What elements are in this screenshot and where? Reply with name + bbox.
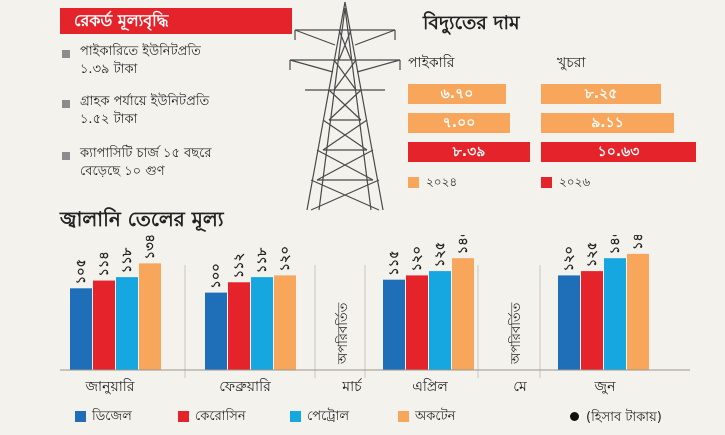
fuel-bar <box>452 258 474 370</box>
month-label: জুন <box>594 379 617 395</box>
fuel-bar <box>383 279 405 370</box>
fuel-bar <box>70 288 92 370</box>
legend-label-petrol: পেট্রোল <box>307 409 350 424</box>
legend-swatch-diesel <box>75 411 86 422</box>
record-price-banner: রেকর্ড মূল্যবৃদ্ধি <box>60 8 292 34</box>
fact-3-line-2: বেড়েছে ১০ গুণ <box>80 164 165 179</box>
fuel-bar-value-label: ১০৫ <box>74 259 89 284</box>
month-label: ফেব্রুয়ারি <box>219 378 271 395</box>
unchanged-label: অপরিবর্তিত <box>335 302 351 365</box>
fuel-bar-value-label: ১৩৪ <box>143 235 158 259</box>
unit-note: (হিসাব টাকায়) <box>586 410 662 425</box>
fuel-price-chart: ১০৫ ১১৪ ১১৮ ১৩৪ জানুয়ারি ১০০ ১১২ ১১৮ ১২০ ফেব্রুয… <box>60 235 690 395</box>
note-dot <box>570 412 579 421</box>
fact-bullet <box>62 100 70 108</box>
legend-2026-label: ২০২৬ <box>559 175 591 189</box>
electricity-bar: ৮.২৫ <box>541 84 661 104</box>
fuel-bar <box>228 282 250 370</box>
fact-2-line-2: ১.৫২ টাকা <box>80 112 138 127</box>
fuel-bar-value-label: ১২৫ <box>433 242 448 267</box>
fuel-bar-value-label: ১১৮ <box>255 247 270 273</box>
month-label: এপ্রিল <box>412 378 448 395</box>
legend-label-octane: অকটেন <box>415 409 456 424</box>
unchanged-label: অপরিবর্তিত <box>508 302 524 365</box>
fuel-price-title: জ্বালানি তেলের মূল্য <box>60 207 224 231</box>
fact-bullet <box>62 50 70 58</box>
retail-column-header: খুচরা <box>557 55 586 71</box>
fuel-bar-value-label: ১১৪ <box>97 251 112 276</box>
fuel-bar-value-label: ১১৮ <box>120 247 135 273</box>
fuel-bar <box>406 275 428 370</box>
legend-swatch-octane <box>398 411 409 422</box>
legend-label-kerosene: কেরোসিন <box>195 409 246 424</box>
fact-1-line-1: পাইকারিতে ইউনিটপ্রতি <box>80 44 201 59</box>
fuel-bar <box>93 280 115 370</box>
month-label: মে <box>513 379 527 395</box>
electricity-bar: ১০.৬৩ <box>541 142 696 162</box>
fuel-bar-value-label: ১৪০ <box>456 235 471 254</box>
fuel-bar <box>604 258 626 370</box>
fuel-bar-value-label: ১২০ <box>410 246 425 271</box>
wholesale-column-header: পাইকারি <box>408 55 455 71</box>
fuel-bar <box>581 271 603 370</box>
legend-2026-swatch <box>541 177 552 188</box>
fact-2-line-1: গ্রাহক পর্যায়ে ইউনিটপ্রতি <box>80 94 210 109</box>
fuel-bar <box>429 271 451 370</box>
fuel-bar <box>558 275 580 370</box>
fact-3-line-1: ক্যাপাসিটি চার্জ ১৫ বছরে <box>80 146 212 161</box>
fuel-bar <box>274 275 296 370</box>
legend-swatch-petrol <box>290 411 301 422</box>
legend-2024-swatch <box>408 177 419 188</box>
electricity-bar: ৭.০০ <box>408 113 510 133</box>
fuel-bar <box>251 277 273 370</box>
fuel-bar-value-label: ১০০ <box>209 263 224 288</box>
fuel-bar-value-label: ১৪০ <box>608 235 623 254</box>
fuel-bar-value-label: ১১৫ <box>387 250 402 275</box>
fuel-bar <box>627 253 649 370</box>
fuel-bar-value-label: ১২০ <box>278 246 293 271</box>
fuel-bar-value-label: ১২৫ <box>585 242 600 267</box>
legend-2024-label: ২০২৪ <box>426 175 458 189</box>
fuel-bar <box>139 263 161 370</box>
legend-label-diesel: ডিজেল <box>92 409 132 424</box>
fact-bullet <box>62 152 70 160</box>
electricity-bar: ৮.৩৯ <box>408 142 530 162</box>
fuel-bar <box>205 292 227 370</box>
electricity-bar: ৬.৭০ <box>408 84 506 104</box>
electricity-bar: ৯.১১ <box>541 113 674 133</box>
fact-1-line-2: ১.৩৯ টাকা <box>80 62 138 77</box>
electricity-price-title: বিদ্যুতের দাম <box>423 12 520 34</box>
month-label: জানুয়ারি <box>85 378 135 395</box>
month-label: মার্চ <box>341 378 362 395</box>
transmission-tower-illustration <box>289 1 401 211</box>
fuel-bar-value-label: ১১২ <box>232 253 247 278</box>
legend-swatch-kerosene <box>178 411 189 422</box>
fuel-bar-value-label: ১২০ <box>562 246 577 271</box>
fuel-bar <box>116 277 138 370</box>
fuel-bar-value-label: ১৪৫ <box>631 235 646 250</box>
